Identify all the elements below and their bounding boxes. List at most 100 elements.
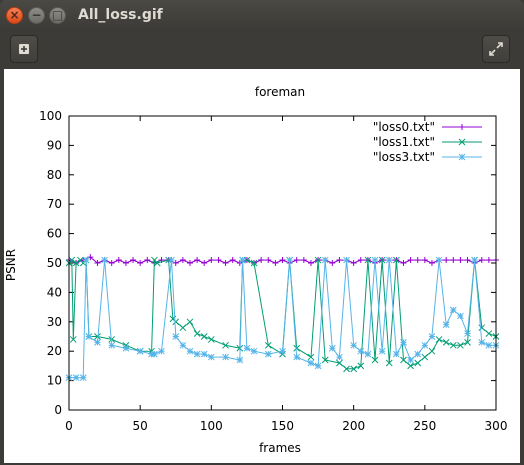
data-point [193, 330, 201, 337]
data-point [293, 344, 301, 352]
legend-marker [458, 138, 466, 146]
data-point [357, 362, 365, 370]
data-point [393, 350, 400, 358]
data-point [222, 341, 229, 349]
data-point [421, 341, 429, 349]
fullscreen-button[interactable] [482, 35, 510, 63]
y-axis-label: PSNR [4, 249, 18, 281]
data-point [449, 341, 457, 349]
data-point [215, 257, 222, 264]
y-tick-label: 40 [47, 285, 62, 299]
data-point [186, 318, 194, 326]
data-point [478, 257, 485, 264]
data-point [258, 257, 265, 264]
data-point [414, 359, 422, 367]
data-point [314, 256, 322, 264]
data-point [407, 356, 414, 364]
data-point [264, 341, 272, 349]
x-tick-label: 300 [485, 419, 508, 433]
data-point [457, 341, 464, 349]
y-tick-label: 70 [47, 197, 62, 211]
data-point [250, 347, 258, 355]
close-window-button[interactable]: × [6, 7, 23, 24]
data-point [457, 312, 464, 320]
data-point [378, 256, 386, 264]
y-tick-label: 20 [47, 344, 62, 358]
data-point [293, 353, 301, 361]
expand-arrows-icon [489, 42, 503, 56]
chart-title: foreman [255, 85, 305, 99]
data-point [186, 347, 194, 355]
data-point [222, 353, 229, 361]
add-button[interactable] [10, 35, 38, 63]
data-point [264, 350, 272, 358]
data-point [94, 339, 101, 346]
data-point [172, 260, 179, 266]
x-tick-label: 150 [271, 419, 294, 433]
maximize-window-button[interactable]: □ [49, 7, 66, 24]
data-point [82, 256, 90, 264]
data-point [407, 362, 414, 370]
data-point [442, 321, 450, 329]
data-point [151, 350, 158, 358]
data-point [239, 256, 247, 264]
data-point [293, 257, 300, 264]
legend-label: "loss3.txt" [373, 150, 435, 164]
data-point [350, 365, 358, 373]
data-point [464, 339, 471, 346]
data-point [208, 257, 215, 264]
data-point [243, 344, 251, 352]
data-point [307, 260, 314, 266]
x-tick-label: 200 [342, 419, 365, 433]
data-point [421, 257, 428, 264]
legend-label: "loss1.txt" [373, 135, 435, 149]
data-point [172, 318, 180, 326]
x-tick-label: 50 [133, 419, 148, 433]
x-tick-label: 250 [413, 419, 436, 433]
data-point [329, 260, 336, 266]
data-point [400, 356, 407, 364]
data-point [400, 260, 407, 266]
y-tick-label: 90 [47, 138, 62, 152]
data-point [130, 257, 137, 264]
data-point [428, 347, 436, 355]
data-point [115, 257, 122, 264]
data-point [229, 257, 236, 264]
data-point [421, 353, 429, 361]
data-point [172, 333, 180, 340]
data-point [79, 374, 87, 382]
data-point [393, 256, 400, 264]
data-point [122, 260, 129, 266]
y-tick-label: 10 [47, 374, 62, 388]
data-point [144, 257, 151, 264]
data-point [321, 356, 329, 364]
data-point [400, 339, 407, 346]
minimize-window-button[interactable]: − [28, 7, 45, 24]
data-point [414, 350, 422, 358]
data-point [207, 353, 215, 361]
data-point [250, 259, 258, 267]
y-tick-label: 0 [54, 403, 62, 417]
data-point [357, 257, 364, 264]
data-point [179, 341, 187, 349]
data-point [68, 256, 76, 264]
data-point [457, 257, 464, 264]
data-point [200, 350, 208, 358]
data-point [471, 256, 479, 264]
data-point [443, 257, 450, 264]
data-point [314, 362, 322, 370]
data-point [108, 341, 116, 349]
data-point [236, 356, 244, 364]
data-point [336, 257, 343, 264]
x-tick-label: 0 [65, 419, 73, 433]
x-axis-label: frames [259, 441, 301, 455]
data-point [201, 260, 208, 266]
data-point [378, 347, 386, 355]
title-bar[interactable]: × − □ All_loss.gif [0, 0, 524, 32]
series-0 [66, 254, 499, 266]
data-point [265, 257, 272, 264]
data-point [279, 257, 286, 264]
data-point [435, 256, 443, 264]
data-point [371, 256, 379, 264]
